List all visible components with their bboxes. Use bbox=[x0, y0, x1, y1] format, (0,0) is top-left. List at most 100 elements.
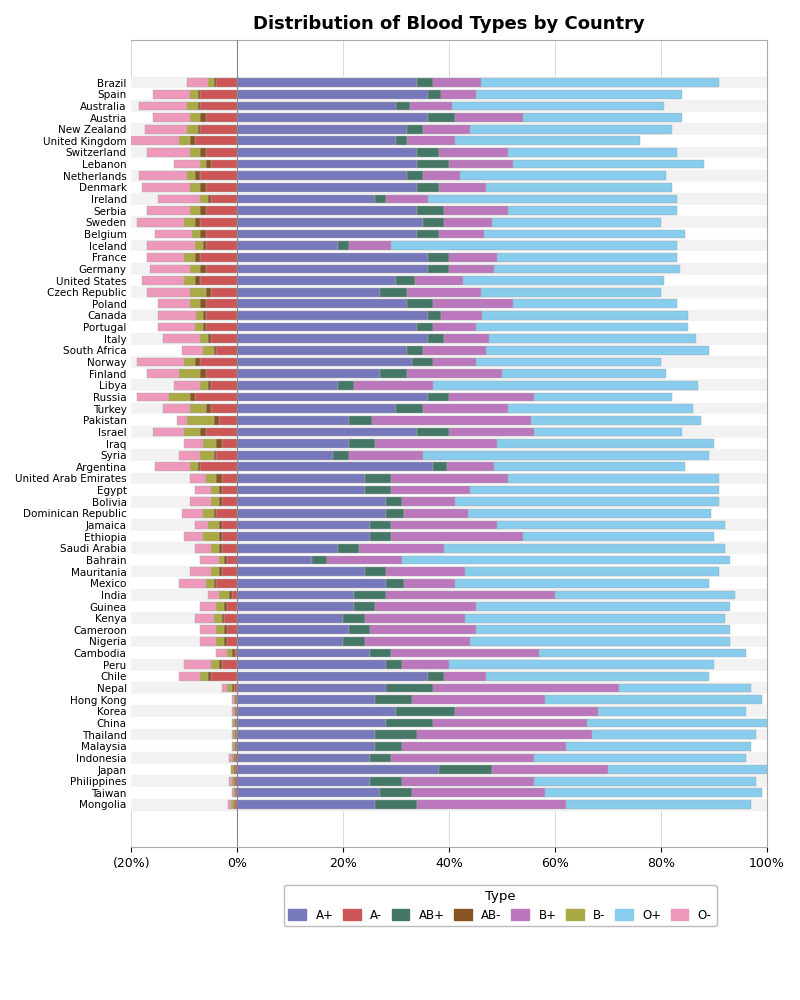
Bar bbox=[179, 369, 200, 378]
Bar bbox=[203, 439, 216, 448]
Bar bbox=[131, 473, 767, 484]
Bar bbox=[238, 171, 407, 180]
Bar bbox=[391, 532, 523, 541]
Bar bbox=[190, 265, 200, 273]
Bar bbox=[386, 567, 465, 576]
Bar bbox=[216, 602, 224, 611]
Bar bbox=[422, 451, 709, 460]
Bar bbox=[465, 614, 725, 623]
Bar bbox=[418, 78, 434, 87]
Bar bbox=[236, 788, 238, 797]
Bar bbox=[434, 684, 618, 692]
Bar bbox=[147, 148, 190, 157]
Bar bbox=[190, 148, 200, 157]
Bar bbox=[131, 379, 767, 391]
Bar bbox=[370, 754, 391, 762]
Bar bbox=[208, 78, 214, 87]
Bar bbox=[462, 276, 664, 285]
Bar bbox=[131, 554, 767, 566]
Bar bbox=[182, 509, 203, 518]
Bar bbox=[195, 276, 200, 285]
Bar bbox=[396, 404, 422, 413]
Bar bbox=[428, 672, 444, 681]
Bar bbox=[233, 742, 235, 751]
Bar bbox=[402, 660, 450, 669]
Bar bbox=[407, 369, 502, 378]
Bar bbox=[200, 125, 238, 134]
Bar bbox=[185, 253, 195, 262]
Bar bbox=[434, 358, 476, 366]
Bar bbox=[452, 102, 664, 110]
Bar bbox=[407, 299, 434, 308]
Bar bbox=[219, 521, 222, 529]
Bar bbox=[206, 299, 238, 308]
Bar bbox=[190, 404, 206, 413]
Bar bbox=[216, 451, 238, 460]
Bar bbox=[187, 102, 198, 110]
Bar bbox=[386, 195, 428, 203]
Bar bbox=[195, 311, 203, 320]
Bar bbox=[131, 286, 767, 298]
Bar bbox=[131, 717, 767, 729]
Bar bbox=[211, 672, 238, 681]
Bar bbox=[200, 381, 208, 390]
Bar bbox=[238, 695, 375, 704]
Bar bbox=[238, 649, 370, 657]
Bar bbox=[238, 579, 386, 588]
Bar bbox=[434, 719, 587, 727]
Bar bbox=[155, 462, 190, 471]
Bar bbox=[428, 311, 442, 320]
Bar bbox=[208, 381, 211, 390]
Bar bbox=[203, 323, 206, 331]
Bar bbox=[211, 404, 238, 413]
Bar bbox=[222, 521, 238, 529]
Bar bbox=[476, 625, 730, 634]
Bar bbox=[131, 636, 767, 647]
Bar bbox=[227, 684, 232, 692]
Bar bbox=[428, 334, 444, 343]
Bar bbox=[238, 323, 418, 331]
Bar bbox=[131, 240, 767, 251]
Bar bbox=[418, 183, 438, 192]
Bar bbox=[200, 358, 238, 366]
Bar bbox=[206, 160, 211, 168]
Bar bbox=[211, 660, 219, 669]
Bar bbox=[375, 742, 402, 751]
Bar bbox=[131, 519, 767, 531]
Bar bbox=[446, 462, 494, 471]
Bar bbox=[131, 228, 767, 240]
Bar bbox=[238, 474, 365, 483]
Bar bbox=[187, 171, 195, 180]
Bar bbox=[214, 78, 216, 87]
Bar bbox=[206, 183, 238, 192]
Bar bbox=[200, 253, 238, 262]
Bar bbox=[131, 764, 767, 775]
Bar bbox=[200, 451, 214, 460]
Bar bbox=[349, 439, 375, 448]
Bar bbox=[131, 170, 767, 182]
Bar bbox=[131, 368, 767, 379]
Bar bbox=[454, 113, 523, 122]
Bar bbox=[354, 381, 434, 390]
Bar bbox=[224, 556, 227, 564]
Bar bbox=[502, 369, 666, 378]
Bar bbox=[460, 171, 666, 180]
Bar bbox=[476, 602, 730, 611]
Bar bbox=[216, 474, 222, 483]
Bar bbox=[208, 334, 211, 343]
Bar bbox=[375, 695, 412, 704]
Bar bbox=[163, 404, 190, 413]
Bar bbox=[365, 474, 391, 483]
Bar bbox=[234, 754, 238, 762]
Bar bbox=[229, 800, 231, 809]
Bar bbox=[208, 521, 219, 529]
Bar bbox=[434, 78, 481, 87]
Bar bbox=[410, 102, 452, 110]
Bar bbox=[618, 684, 751, 692]
Bar bbox=[224, 625, 227, 634]
Bar bbox=[147, 369, 179, 378]
Bar bbox=[428, 90, 442, 99]
Bar bbox=[131, 601, 767, 612]
Bar bbox=[418, 800, 566, 809]
Bar bbox=[238, 206, 418, 215]
